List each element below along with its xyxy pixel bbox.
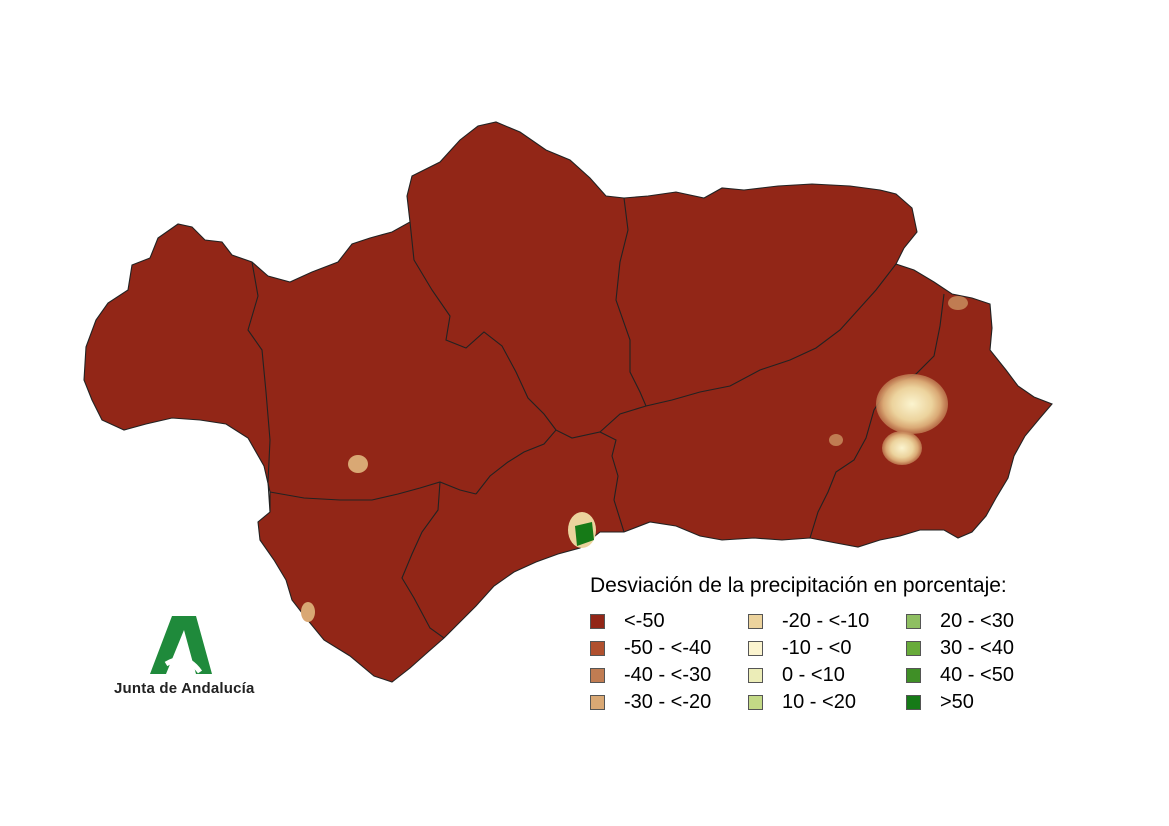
legend-item: <-50 [590,608,665,635]
border-cadiz-malaga [401,481,445,639]
patch-almeria-ne [948,296,968,310]
province-borders [247,197,945,639]
legend-swatch [590,641,605,656]
logo-text: Junta de Andalucía [114,680,255,697]
legend-swatch [748,614,763,629]
legend-label: -20 - <-10 [782,610,870,632]
legend-label: >50 [940,691,974,713]
border-jaen-granada [599,263,897,433]
andalucia-region [83,121,1053,683]
legend: Desviación de la precipitación en porcen… [590,574,1060,720]
legend-label: -40 - <-30 [624,664,712,686]
patch-granada [829,434,843,446]
legend-label: -10 - <0 [782,637,852,659]
legend-label: 10 - <20 [782,691,856,713]
legend-swatch [748,668,763,683]
legend-label: 30 - <40 [940,637,1014,659]
legend-swatch [906,695,921,710]
legend-label: 20 - <30 [940,610,1014,632]
border-huelva-sevilla [247,261,271,513]
legend-label: -50 - <-40 [624,637,712,659]
patch-sevilla [348,455,368,473]
legend-item: >50 [906,689,974,716]
patch-cadiz [301,602,315,622]
legend-item: 0 - <10 [748,662,845,689]
legend-swatch [906,641,921,656]
border-cordoba-jaen [615,197,647,407]
legend-label: <-50 [624,610,665,632]
legend-item: 40 - <50 [906,662,1014,689]
legend-swatch [748,641,763,656]
legend-items: <-50 -50 - <-40 -40 - <-30 -30 - <-20 -20 - … [590,608,1060,720]
legend-swatch [590,668,605,683]
legend-label: 0 - <10 [782,664,845,686]
logo-a-swoosh [164,657,203,674]
hotspot-almeria-north [876,374,948,434]
legend-item: -50 - <-40 [590,635,711,662]
border-sevilla-cordoba [409,221,557,431]
legend-item: -40 - <-30 [590,662,711,689]
border-sevilla-cadiz-malaga [269,481,477,501]
legend-label: 40 - <50 [940,664,1014,686]
legend-item: -30 - <-20 [590,689,711,716]
legend-item: 20 - <30 [906,608,1014,635]
legend-label: -30 - <-20 [624,691,712,713]
legend-swatch [906,614,921,629]
legend-swatch [590,695,605,710]
legend-swatch [590,614,605,629]
legend-title: Desviación de la precipitación en porcen… [590,574,1007,597]
legend-item: 10 - <20 [748,689,856,716]
legend-item: -10 - <0 [748,635,851,662]
anomaly-patches [301,296,968,622]
hotspot-almeria-south [882,431,922,465]
legend-swatch [748,695,763,710]
border-granada-almeria [809,293,945,539]
border-cordoba-malaga-granada [475,429,625,533]
junta-logo [150,616,212,674]
legend-item: 30 - <40 [906,635,1014,662]
logo-a-mark [150,616,212,674]
legend-swatch [906,668,921,683]
patch-malaga-green [575,522,594,546]
legend-item: -20 - <-10 [748,608,869,635]
